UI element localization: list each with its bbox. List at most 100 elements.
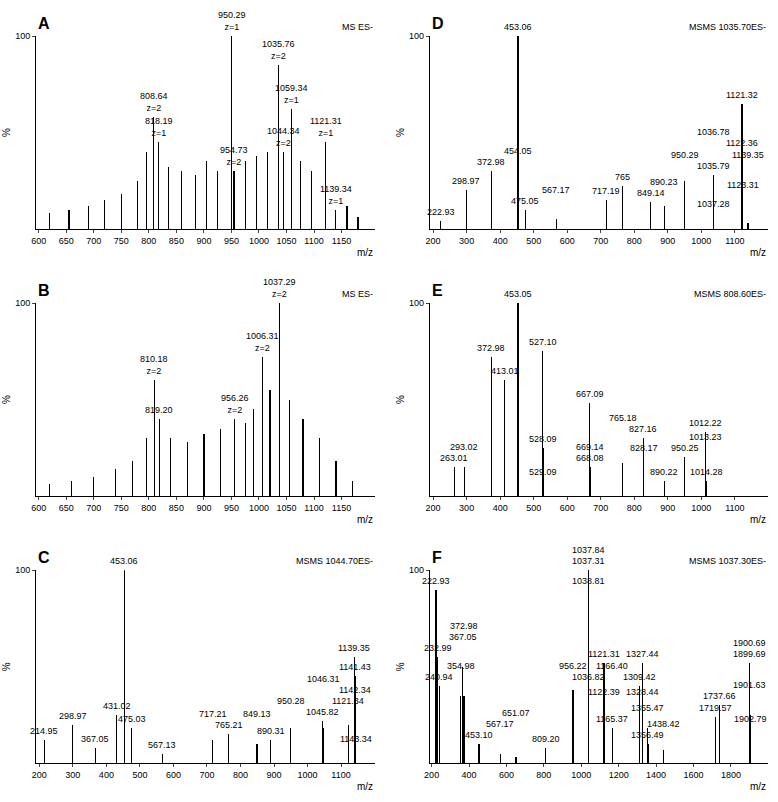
svg-text:809.20: 809.20	[532, 734, 560, 744]
svg-text:400: 400	[493, 503, 508, 513]
svg-text:E: E	[432, 282, 443, 299]
svg-text:1012.22: 1012.22	[689, 418, 722, 428]
svg-text:400: 400	[493, 236, 508, 246]
svg-text:m/z: m/z	[750, 247, 766, 258]
svg-text:1900.69: 1900.69	[733, 638, 766, 648]
svg-text:1037.31: 1037.31	[572, 556, 605, 566]
svg-text:400: 400	[462, 770, 477, 780]
svg-text:1100: 1100	[304, 236, 323, 246]
svg-text:1122.36: 1122.36	[726, 138, 758, 148]
svg-text:1121.34: 1121.34	[332, 696, 364, 706]
svg-text:717.21: 717.21	[199, 709, 227, 719]
svg-text:890.23: 890.23	[650, 177, 678, 187]
svg-text:1059.34z=1: 1059.34z=1	[275, 83, 308, 105]
svg-text:293.02: 293.02	[450, 442, 478, 452]
svg-text:600: 600	[560, 236, 575, 246]
svg-text:1719.57: 1719.57	[699, 703, 732, 713]
svg-text:956.22: 956.22	[559, 661, 587, 671]
svg-text:1045.82: 1045.82	[306, 707, 339, 717]
svg-text:800: 800	[141, 503, 156, 513]
svg-text:900: 900	[660, 503, 675, 513]
svg-text:200: 200	[426, 503, 441, 513]
svg-text:1037.29z=2: 1037.29z=2	[263, 277, 296, 299]
svg-text:1000: 1000	[691, 236, 711, 246]
svg-text:1013.23: 1013.23	[689, 432, 722, 442]
svg-text:700: 700	[593, 236, 608, 246]
svg-text:1050: 1050	[276, 503, 296, 513]
svg-text:800: 800	[536, 770, 551, 780]
svg-text:367.05: 367.05	[449, 632, 477, 642]
svg-text:650: 650	[59, 503, 74, 513]
svg-text:m/z: m/z	[750, 781, 766, 792]
svg-text:%: %	[395, 662, 406, 671]
svg-text:890.31: 890.31	[257, 726, 285, 736]
svg-text:1000: 1000	[249, 503, 269, 513]
svg-text:MSMS 808.60ES-: MSMS 808.60ES-	[694, 289, 766, 299]
svg-text:D: D	[432, 15, 444, 32]
svg-text:%: %	[1, 395, 12, 404]
svg-text:1150: 1150	[332, 503, 351, 513]
svg-text:1902.79: 1902.79	[734, 714, 767, 724]
svg-text:950: 950	[224, 236, 239, 246]
svg-text:1328.44: 1328.44	[626, 687, 659, 697]
svg-text:372.98: 372.98	[477, 343, 505, 353]
svg-text:669.14: 669.14	[576, 442, 604, 452]
svg-text:600: 600	[31, 503, 46, 513]
svg-text:900: 900	[266, 770, 281, 780]
svg-text:%: %	[1, 128, 12, 137]
svg-text:800: 800	[627, 236, 642, 246]
svg-text:300: 300	[65, 770, 80, 780]
svg-text:1901.63: 1901.63	[733, 680, 766, 690]
svg-text:222.93: 222.93	[422, 576, 450, 586]
svg-text:1143.34: 1143.34	[340, 734, 372, 744]
svg-text:850: 850	[169, 503, 184, 513]
svg-text:m/z: m/z	[357, 514, 373, 525]
svg-text:567.13: 567.13	[148, 740, 176, 750]
svg-text:750: 750	[114, 236, 129, 246]
svg-text:1327.44: 1327.44	[626, 649, 659, 659]
svg-text:890.22: 890.22	[650, 467, 678, 477]
svg-text:500: 500	[132, 770, 147, 780]
svg-text:600: 600	[560, 503, 575, 513]
svg-text:MSMS 1035.70ES-: MSMS 1035.70ES-	[689, 22, 766, 32]
svg-text:372.98: 372.98	[450, 621, 478, 631]
svg-text:100: 100	[15, 565, 30, 575]
svg-text:372.98: 372.98	[477, 157, 505, 167]
svg-text:1200: 1200	[609, 770, 629, 780]
svg-text:900: 900	[196, 236, 211, 246]
svg-text:298.97: 298.97	[59, 711, 87, 721]
svg-text:819.20: 819.20	[145, 405, 173, 415]
svg-text:1139.35: 1139.35	[338, 643, 370, 653]
svg-text:810.18z=2: 810.18z=2	[140, 354, 168, 376]
svg-text:m/z: m/z	[750, 514, 766, 525]
svg-text:1035.79: 1035.79	[697, 161, 730, 171]
svg-text:1035.76z=2: 1035.76z=2	[262, 39, 295, 61]
svg-text:1141.43: 1141.43	[339, 662, 371, 672]
svg-text:950.29: 950.29	[671, 150, 699, 160]
svg-text:800: 800	[141, 236, 156, 246]
svg-text:1800: 1800	[721, 770, 741, 780]
svg-text:1000: 1000	[249, 236, 269, 246]
svg-text:954.73z=2: 954.73z=2	[220, 145, 248, 167]
svg-text:1121.31: 1121.31	[588, 649, 620, 659]
svg-text:200: 200	[424, 770, 439, 780]
svg-text:1123.31: 1123.31	[727, 180, 759, 190]
svg-text:453.10: 453.10	[465, 730, 493, 740]
svg-text:367.05: 367.05	[81, 734, 109, 744]
svg-text:700: 700	[593, 503, 608, 513]
svg-text:1400: 1400	[646, 770, 666, 780]
svg-text:1036.78: 1036.78	[697, 127, 730, 137]
svg-text:600: 600	[166, 770, 181, 780]
svg-text:1046.31: 1046.31	[307, 674, 340, 684]
svg-text:%: %	[1, 662, 12, 671]
svg-text:m/z: m/z	[357, 781, 373, 792]
svg-text:528.09: 528.09	[529, 434, 557, 444]
svg-text:950.28: 950.28	[277, 696, 305, 706]
svg-text:567.17: 567.17	[542, 185, 570, 195]
svg-text:MSMS 1044.70ES-: MSMS 1044.70ES-	[296, 556, 373, 566]
svg-text:1014.28: 1014.28	[690, 467, 723, 477]
svg-text:818.19z=1: 818.19z=1	[145, 116, 173, 138]
svg-text:F: F	[432, 549, 442, 566]
svg-text:1100: 1100	[304, 503, 323, 513]
svg-text:1037.84: 1037.84	[572, 545, 605, 555]
